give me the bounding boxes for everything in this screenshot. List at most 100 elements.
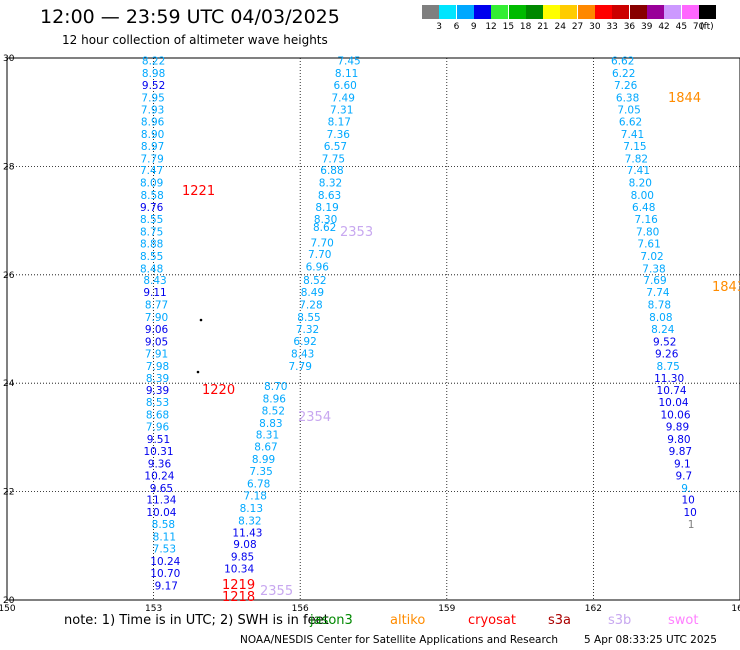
wave-height-value: 8.52 — [303, 275, 326, 287]
legend-label: 9 — [470, 22, 477, 32]
wave-height-value: 9.11 — [143, 287, 166, 299]
map-dot — [196, 370, 200, 374]
wave-height-value: 9.87 — [669, 446, 692, 458]
legend-swatch — [577, 5, 595, 19]
satellite-label: s3a — [548, 613, 572, 628]
wave-height-value: 7.41 — [627, 165, 650, 177]
wave-height-value: 7.18 — [244, 490, 267, 502]
legend-swatch — [525, 5, 543, 19]
pass-time-label: 1843 — [712, 280, 740, 295]
wave-height-value: 8.09 — [140, 178, 163, 190]
legend-swatch — [508, 5, 526, 19]
legend-swatch — [456, 5, 474, 19]
wave-height-value: 10.74 — [657, 385, 687, 397]
lon-tick-label: 153 — [145, 604, 162, 614]
wave-height-value: 6.92 — [293, 336, 316, 348]
lon-tick-label: 156 — [292, 604, 309, 614]
wave-height-value: 7.96 — [146, 422, 170, 434]
wave-height-value: 8.70 — [264, 381, 287, 393]
wave-height-value: 9.1 — [674, 458, 691, 470]
wave-height-value: 9.80 — [667, 434, 690, 446]
wave-height-value: 6.62 — [611, 56, 634, 68]
wave-height-value: 8.53 — [146, 397, 169, 409]
legend-label: 27 — [571, 22, 584, 32]
lat-tick-label: 30 — [3, 54, 15, 64]
page-subtitle: 12 hour collection of altimeter wave hei… — [62, 33, 328, 47]
wave-height-value: 6.62 — [619, 116, 642, 128]
wave-height-value: 10.24 — [150, 556, 180, 568]
wave-height-value: 10.24 — [144, 470, 174, 482]
satellite-label: altiko — [390, 613, 426, 628]
wave-height-value: 9.17 — [155, 580, 178, 592]
wave-height-value: 7.70 — [310, 237, 333, 249]
pass-time-label: 1218 — [222, 590, 255, 605]
wave-height-value: 10 — [683, 507, 696, 519]
wave-height-value: 10.04 — [146, 507, 176, 519]
legend-swatch — [422, 5, 439, 19]
satellite-label: s3b — [608, 613, 632, 628]
wave-height-value: 7.45 — [337, 56, 360, 68]
wave-height-value: 9.52 — [142, 80, 165, 92]
wave-height-value: 7.74 — [646, 287, 670, 299]
legend-swatch — [595, 5, 612, 19]
legend-label: 18 — [519, 22, 532, 32]
legend-swatch — [491, 5, 509, 19]
wave-height-value: 10 — [682, 495, 695, 507]
legend-label: 30 — [589, 22, 601, 32]
wave-height-value: 8.58 — [140, 190, 163, 202]
legend-swatch — [698, 5, 716, 19]
wave-height-value: 11.43 — [232, 527, 262, 539]
wave-height-value: 8.99 — [252, 454, 275, 466]
wave-height-value: 8.32 — [319, 178, 342, 190]
wave-height-value: 6.96 — [306, 262, 330, 274]
lat-tick-label: 22 — [3, 488, 14, 498]
wave-height-value: 7.69 — [643, 275, 666, 287]
legend-label: 39 — [641, 22, 653, 32]
wave-height-value: 6.78 — [247, 478, 270, 490]
altimeter-tracks: 8.228.989.527.957.938.968.908.977.797.47… — [140, 56, 740, 605]
wave-height-value: 8.96 — [263, 393, 287, 405]
wave-height-value: 11.30 — [654, 373, 684, 385]
wave-height-value: 7.79 — [140, 153, 163, 165]
map-dot — [199, 318, 203, 322]
wave-height-value: 8.43 — [143, 275, 166, 287]
wave-height-value: 8.48 — [140, 263, 163, 275]
pass-time-label: 1220 — [202, 383, 235, 398]
lon-tick-label: 162 — [585, 604, 602, 614]
wave-height-value: 8.17 — [328, 116, 351, 128]
wave-height-value: 7.16 — [634, 214, 658, 226]
wave-height-value: 8.39 — [146, 373, 169, 385]
pass-time-label: 1844 — [668, 91, 701, 106]
wave-height-value: 9.36 — [148, 458, 172, 470]
wave-height-value: 7.90 — [145, 312, 168, 324]
wave-height-value: 8.63 — [318, 190, 341, 202]
footer-timestamp: 5 Apr 08:33:25 UTC 2025 — [584, 634, 717, 646]
legend-label: 21 — [537, 22, 549, 32]
wave-height-value: 7.91 — [145, 348, 168, 360]
legend-label: 12 — [485, 22, 497, 32]
wave-height-value: 7.82 — [625, 153, 648, 165]
map-markers — [196, 318, 203, 374]
wave-height-value: 7.26 — [614, 80, 638, 92]
wave-height-value: 8.67 — [254, 442, 277, 454]
wave-height-value: 7.75 — [322, 153, 345, 165]
wave-height-value: 9.26 — [655, 348, 679, 360]
wave-height-value: 7.98 — [146, 361, 169, 373]
wave-height-value: 7.93 — [141, 104, 164, 116]
wave-height-value: 9.05 — [145, 336, 168, 348]
legend-unit: (ft) — [700, 22, 714, 32]
wave-height-value: 8.83 — [259, 418, 282, 430]
wave-height-value: 8.55 — [140, 214, 163, 226]
wave-height-value: 6.48 — [632, 202, 655, 214]
wave-height-value: 6.57 — [324, 141, 347, 153]
satellite-label: swot — [668, 613, 699, 628]
wave-height-value: 8.49 — [301, 287, 324, 299]
legend-label: 36 — [623, 22, 636, 32]
wave-height-value: 9.08 — [233, 539, 256, 551]
wave-height-value: 8.88 — [140, 238, 163, 250]
wave-height-value: 7.41 — [621, 129, 644, 141]
wave-height-value: 8.77 — [145, 300, 168, 312]
wave-height-value: 8.68 — [146, 410, 169, 422]
lat-tick-label: 20 — [3, 596, 15, 606]
